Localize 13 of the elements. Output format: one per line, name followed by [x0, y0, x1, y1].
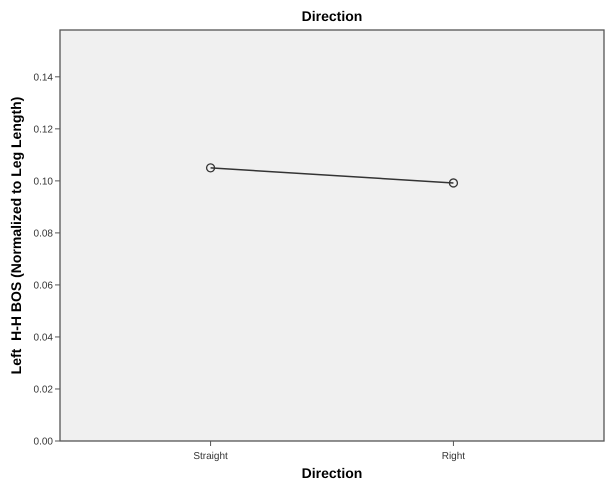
x-tick-label: Straight: [193, 451, 228, 462]
y-tick-label: 0.12: [34, 124, 54, 136]
y-tick-label: 0.04: [34, 332, 54, 344]
y-tick-label: 0.08: [34, 228, 54, 240]
y-tick-label: 0.10: [34, 176, 54, 188]
x-axis-title: Direction: [302, 465, 362, 481]
y-axis-title: Left H-H BOS (Normalized to Leg Length): [8, 96, 24, 374]
y-tick-label: 0.14: [34, 72, 54, 84]
y-tick-label: 0.02: [34, 384, 54, 396]
y-tick-label: 0.00: [34, 436, 54, 448]
chart-title: Direction: [302, 8, 362, 24]
y-tick-label: 0.06: [34, 280, 54, 292]
x-tick-label: Right: [442, 451, 466, 462]
